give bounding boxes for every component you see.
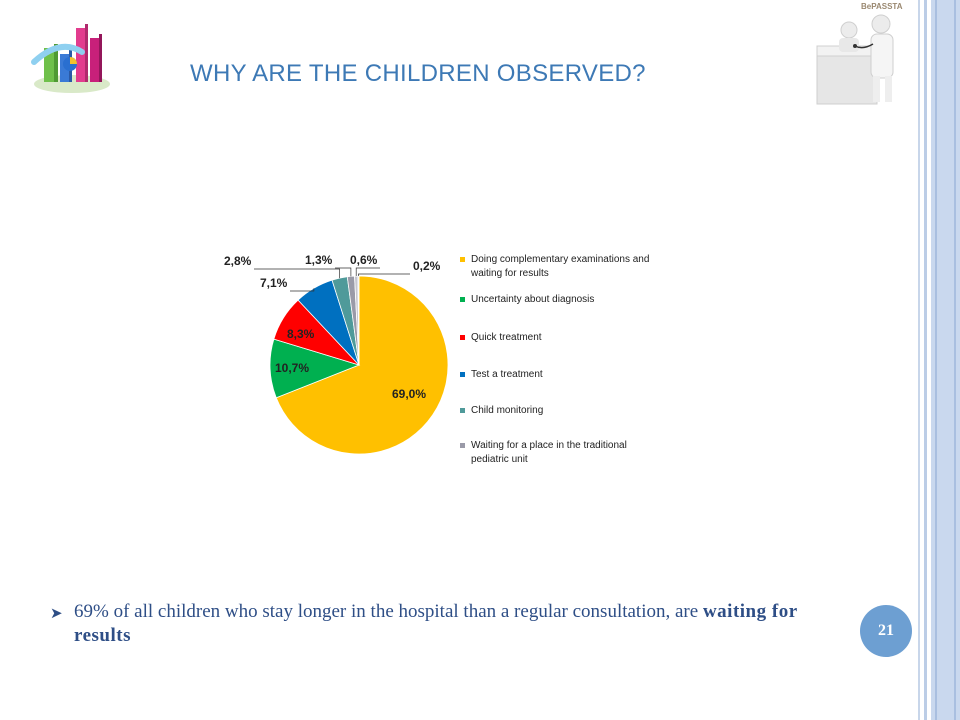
slice-data-label: 0,2% <box>413 259 441 273</box>
right-decorative-border <box>918 0 960 720</box>
summary-text-plain: 69% of all children who stay longer in t… <box>74 601 703 622</box>
chart-logo-icon <box>31 24 110 93</box>
legend-swatch <box>460 257 465 262</box>
leader-line <box>358 273 410 276</box>
legend-swatch <box>460 408 465 413</box>
leader-line <box>335 267 352 277</box>
slice-data-label: 2,8% <box>224 254 252 268</box>
legend-label: Child monitoring <box>471 405 543 416</box>
legend-label: Doing complementary examinations and <box>471 254 649 265</box>
doctor-logo-icon: BePASSTA <box>815 0 918 108</box>
legend-label-line2: pediatric unit <box>471 454 528 465</box>
legend-label: Uncertainty about diagnosis <box>471 294 594 305</box>
pie-slice <box>357 275 360 366</box>
legend-label: Waiting for a place in the traditional <box>471 440 627 451</box>
pie-chart: 69,0% 10,7% 8,3% 7,1% 2,8% 1,3% 0,6% 0,2% Doing … <box>200 240 670 480</box>
legend-label-line2: waiting for results <box>470 268 549 279</box>
summary-text-emphasis: waiting for results <box>74 601 798 646</box>
pie-chart-svg: 69,0% 10,7% 8,3% 7,1% 2,8% 1,3% 0,6% 0,2% Doing … <box>224 253 649 465</box>
slice-data-label: 7,1% <box>260 276 288 290</box>
slide-title: WHY ARE THE CHILDREN OBSERVED? <box>190 60 646 87</box>
slice-data-label: 1,3% <box>305 253 333 267</box>
legend-swatch <box>460 372 465 377</box>
slice-data-label: 8,3% <box>287 327 315 341</box>
pie-slice <box>275 275 449 455</box>
legend-swatch <box>460 297 465 302</box>
summary-text: 69% of all children who stay longer in t… <box>50 600 820 648</box>
brand-label: BePASSTA <box>861 2 903 11</box>
arrow-bullet-icon: ➤ <box>50 606 63 622</box>
page-number-badge: 21 <box>860 605 912 657</box>
slice-data-label: 0,6% <box>350 253 378 267</box>
legend-label: Quick treatment <box>471 332 542 343</box>
leader-line <box>254 268 340 279</box>
slice-data-label: 10,7% <box>275 361 309 375</box>
leader-line <box>290 288 315 292</box>
slice-data-label: 69,0% <box>392 387 426 401</box>
legend-label: Test a treatment <box>471 369 543 380</box>
leader-line <box>355 267 380 276</box>
legend-swatch <box>460 335 465 340</box>
legend-swatch <box>460 443 465 448</box>
summary-bullet: ➤ 69% of all children who stay longer in… <box>50 600 820 648</box>
